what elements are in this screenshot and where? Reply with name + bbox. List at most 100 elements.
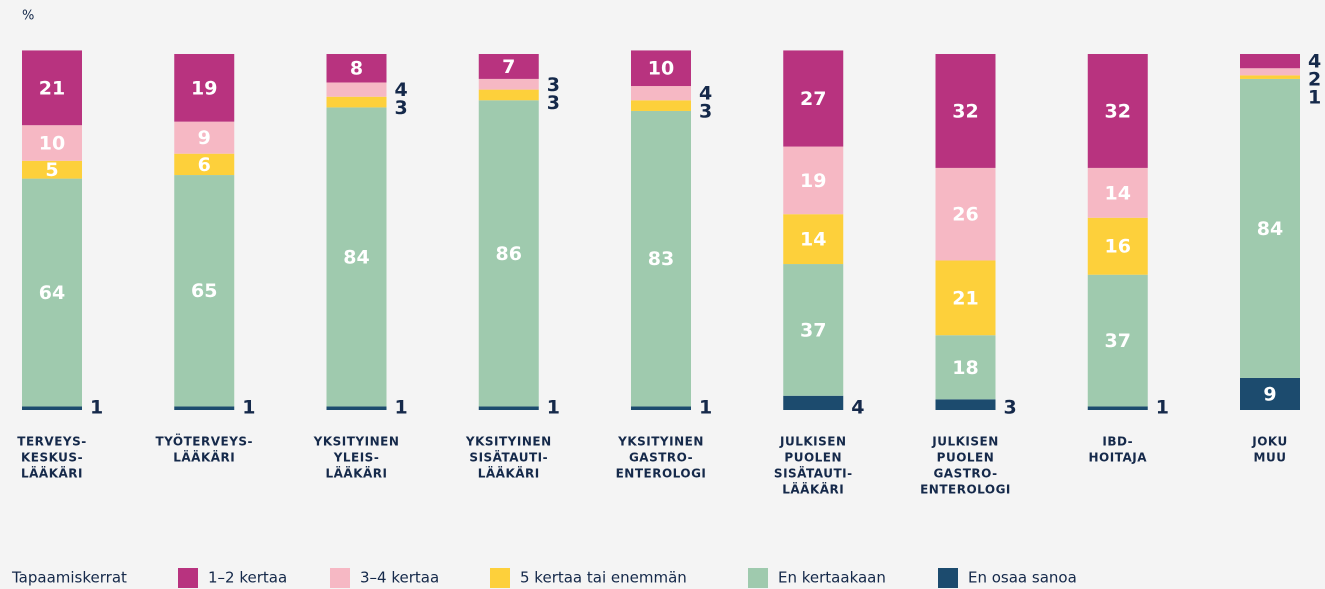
legend-label: 3–4 kertaa [360, 569, 439, 587]
x-tick-label: MUU [1254, 451, 1287, 465]
value-label: 32 [1105, 100, 1131, 122]
bar-segment [935, 335, 996, 400]
bar-segment [631, 406, 691, 410]
bar-segment [478, 78, 539, 90]
bar-segment [1240, 75, 1300, 79]
bar-segment [631, 110, 691, 407]
value-label: 4 [699, 83, 712, 105]
bar-segment [1087, 217, 1148, 275]
value-label: 26 [952, 204, 978, 226]
value-label: 1 [699, 397, 712, 419]
value-label: 4 [1308, 51, 1321, 73]
bar-segment [326, 54, 387, 83]
bar-segment [1087, 406, 1148, 410]
value-label: 6 [198, 154, 211, 176]
bar-segment [783, 395, 844, 410]
value-label: 1 [242, 397, 255, 419]
x-tick-label: SISÄTAUTI- [774, 466, 853, 481]
bar-segment [783, 214, 844, 265]
value-label: 86 [496, 243, 522, 265]
x-tick-label: PUOLEN [937, 451, 995, 465]
bar-segment [326, 406, 387, 410]
bar-segment [1240, 68, 1300, 76]
bar-segment [631, 100, 691, 111]
x-tick-label: PUOLEN [784, 451, 842, 465]
bar-segment [783, 264, 844, 396]
x-tick-label: LÄÄKÄRI [21, 466, 83, 481]
bar-segment [174, 153, 235, 176]
x-tick-label: YLEIS- [333, 451, 380, 465]
value-label: 10 [39, 133, 65, 155]
bar-segment [174, 175, 235, 407]
bar-segment [1087, 167, 1148, 218]
x-tick-label: TERVEYS- [17, 435, 86, 449]
bar-segment [22, 160, 82, 179]
x-tick-label: GASTRO- [629, 451, 693, 465]
bar-segment [1087, 54, 1148, 168]
bar-segment [326, 107, 387, 407]
x-tick-label: ENTEROLOGI [920, 483, 1011, 497]
x-tick-label: GASTRO- [933, 467, 997, 481]
value-label: 1 [90, 397, 103, 419]
value-label: 4 [851, 397, 864, 419]
value-label: 3 [699, 101, 712, 123]
bar-segment [478, 89, 539, 101]
bar-segment [22, 125, 82, 161]
bar-segment [478, 100, 539, 407]
bar-segment [783, 50, 844, 147]
value-label: 10 [648, 58, 674, 80]
bar-segment [935, 167, 996, 261]
bar-segment [935, 399, 996, 410]
bar-segment [1240, 54, 1300, 69]
bar-segment [22, 50, 82, 126]
x-tick-label: SISÄTAUTI- [469, 450, 548, 465]
legend-swatch [330, 568, 350, 588]
bar-segment [783, 146, 844, 215]
x-tick-label: TYÖTERVEYS- [155, 434, 253, 449]
bar-segment [1240, 78, 1300, 378]
x-tick-label: JULKISEN [931, 435, 999, 449]
legend-swatch [938, 568, 958, 588]
value-label: 3 [1004, 397, 1017, 419]
value-label: 5 [45, 159, 58, 181]
value-label: 3 [547, 74, 560, 96]
value-label: 9 [1263, 383, 1276, 405]
value-label: 3 [547, 92, 560, 114]
x-tick-label: YKSITYINEN [617, 435, 704, 449]
value-label: 4 [395, 79, 408, 101]
x-tick-label: HOITAJA [1088, 451, 1147, 465]
value-label: 1 [395, 397, 408, 419]
unit-label: % [22, 9, 34, 24]
bar-segment [631, 86, 691, 101]
bar-segment [326, 82, 387, 97]
bar-segment [22, 178, 82, 407]
bar-segment [935, 54, 996, 168]
value-label: 37 [1105, 330, 1131, 352]
value-label: 27 [800, 88, 826, 110]
value-label: 1 [547, 397, 560, 419]
legend-label: 1–2 kertaa [208, 569, 287, 587]
legend-swatch [748, 568, 768, 588]
legend-swatch [178, 568, 198, 588]
x-tick-label: IBD- [1102, 435, 1133, 449]
value-label: 21 [952, 287, 978, 309]
x-tick-label: JULKISEN [779, 435, 847, 449]
bar-segment [174, 406, 235, 410]
bar-segment [174, 54, 235, 122]
value-label: 19 [191, 77, 217, 99]
legend-title: Tapaamiskerrat [11, 569, 127, 587]
bar-segment [631, 50, 691, 87]
x-tick-label: YKSITYINEN [313, 435, 400, 449]
bar-segment [326, 96, 387, 108]
value-label: 1 [1308, 87, 1321, 109]
bar-segment [478, 406, 539, 410]
bar-segment [478, 54, 539, 79]
value-label: 64 [39, 282, 65, 304]
x-tick-label: JOKU [1251, 435, 1288, 449]
value-label: 21 [39, 77, 65, 99]
legend-label: 5 kertaa tai enemmän [520, 569, 687, 587]
value-label: 7 [502, 56, 515, 78]
bar-segment [174, 121, 235, 154]
x-tick-label: YKSITYINEN [465, 435, 552, 449]
